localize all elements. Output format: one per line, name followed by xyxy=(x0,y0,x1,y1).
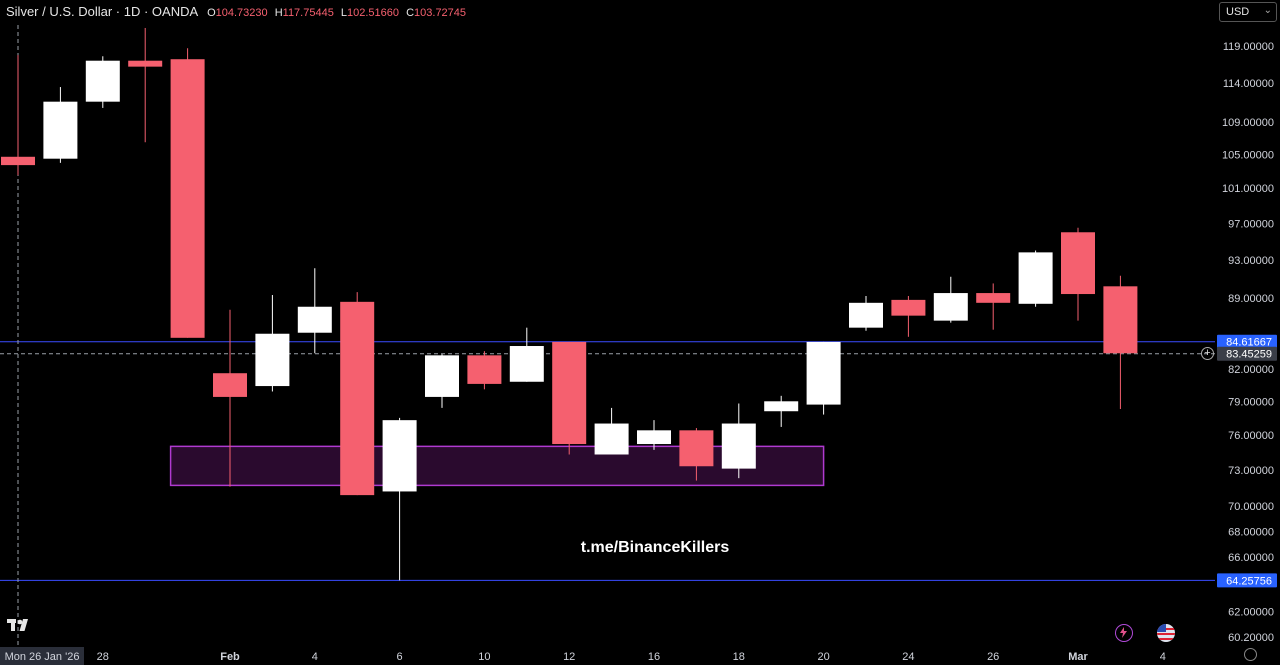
open-label: O xyxy=(207,7,216,19)
price-tick-label: 70.00000 xyxy=(1228,501,1274,513)
price-tick-label: 119.00000 xyxy=(1223,41,1274,53)
current-price-badge-bg xyxy=(1217,346,1277,361)
time-tick-label: Mon 26 Jan '26 xyxy=(5,651,80,663)
price-tick-label: 101.00000 xyxy=(1222,183,1274,195)
time-tick-label: 18 xyxy=(733,651,745,663)
high-label: H xyxy=(274,7,283,19)
time-tick-label: 12 xyxy=(563,651,575,663)
candle-body xyxy=(1,156,35,166)
price-tick-label: 82.00000 xyxy=(1228,364,1274,376)
candle-body xyxy=(85,60,120,102)
candle-body xyxy=(976,293,1011,303)
time-tick-label: 26 xyxy=(987,651,999,663)
candle-body xyxy=(467,355,502,384)
time-tick-label: 10 xyxy=(478,651,490,663)
time-tick-label: 20 xyxy=(817,651,829,663)
current-price-badge: 83.45259 xyxy=(1226,349,1272,361)
time-tick-label: Mar xyxy=(1068,651,1088,663)
close-value: 103.72745 xyxy=(414,7,467,19)
tradingview-logo[interactable] xyxy=(7,617,33,638)
demand-zone-layer xyxy=(169,445,825,487)
price-tick-label: 68.00000 xyxy=(1228,526,1274,538)
candle-body xyxy=(43,101,78,159)
time-tick-label: 4 xyxy=(312,651,318,663)
price-axis[interactable]: 119.00000 114.00000 109.00000 105.00000 101.… xyxy=(1217,41,1277,644)
price-tick-label: 73.00000 xyxy=(1228,465,1274,477)
price-tick-label: 109.00000 xyxy=(1222,117,1274,129)
time-tick-label: 16 xyxy=(648,651,660,663)
candle-body xyxy=(128,60,163,67)
price-lines-layer xyxy=(0,25,1215,650)
candle-body xyxy=(849,302,883,328)
candle-body xyxy=(382,420,417,492)
currency-label: USD xyxy=(1226,6,1250,18)
chart-header: Silver / U.S. Dollar · 1D · OANDA O104.7… xyxy=(6,4,470,19)
price-tick-label: 76.00000 xyxy=(1228,430,1274,442)
candle-body xyxy=(425,355,459,397)
price-tick-label: 62.00000 xyxy=(1228,606,1274,618)
price-tick-label: 89.00000 xyxy=(1228,293,1274,305)
candle-body xyxy=(1061,232,1095,295)
chevron-down-icon: ⌄ xyxy=(1263,5,1272,16)
time-tick-label: 28 xyxy=(97,651,109,663)
candle-body xyxy=(1103,286,1138,354)
price-tick-label: 66.00000 xyxy=(1228,552,1274,564)
price-badge: 64.25756 xyxy=(1226,575,1272,587)
candle-body xyxy=(764,401,799,412)
price-badge-bg xyxy=(1217,334,1277,349)
lightning-icon[interactable] xyxy=(1115,624,1133,642)
price-tick-label: 97.00000 xyxy=(1228,218,1274,230)
price-badge: 84.61667 xyxy=(1226,337,1272,349)
time-tick-label: 6 xyxy=(397,651,403,663)
price-tick-label: 105.00000 xyxy=(1222,150,1274,162)
candle-body xyxy=(509,346,544,382)
candle-body xyxy=(213,373,247,397)
crosshair-date-badge xyxy=(0,647,84,665)
candle-body xyxy=(170,59,205,338)
price-badge-bg xyxy=(1217,573,1277,588)
low-label: L xyxy=(340,7,348,19)
time-axis[interactable]: Mon 26 Jan '26 28 Feb 4 6 10 12 16 18 20 24 26 Mar 4 xyxy=(0,647,1166,665)
us-flag-icon[interactable] xyxy=(1157,624,1175,642)
watermark-text: t.me/BinanceKillers xyxy=(581,539,730,556)
open-value: 104.73230 xyxy=(215,7,268,19)
currency-selector[interactable]: USD ⌄ xyxy=(1219,2,1277,22)
candle-body xyxy=(933,293,968,321)
candle-body xyxy=(255,333,290,387)
price-tick-label: 60.20000 xyxy=(1228,632,1274,644)
low-value: 102.51660 xyxy=(347,7,400,19)
time-tick-label: Feb xyxy=(220,651,240,663)
price-tick-label: 79.00000 xyxy=(1228,396,1274,408)
price-tick-label: 114.00000 xyxy=(1223,78,1274,90)
demand-zone xyxy=(169,445,825,487)
candle-body xyxy=(552,341,587,445)
candle-body xyxy=(1018,252,1053,304)
candles-layer xyxy=(1,27,1138,581)
symbol-title[interactable]: Silver / U.S. Dollar · 1D · OANDA xyxy=(6,4,198,19)
candle-body xyxy=(891,299,926,316)
candle-body xyxy=(806,341,841,405)
candle-body xyxy=(637,430,671,445)
candle-body xyxy=(594,423,629,455)
candle-body xyxy=(679,430,714,467)
time-tick-label: 4 xyxy=(1160,651,1166,663)
plus-circle-icon[interactable]: + xyxy=(1201,347,1214,360)
candle-body xyxy=(297,306,332,333)
high-value: 117.75445 xyxy=(282,7,334,19)
price-tick-label: 93.00000 xyxy=(1228,255,1274,267)
candle-body xyxy=(340,301,375,496)
settings-icon[interactable] xyxy=(1244,648,1257,661)
candle-body xyxy=(721,423,756,469)
close-label: C xyxy=(406,7,415,19)
time-tick-label: 24 xyxy=(902,651,914,663)
ohlc-readout: O104.73230 H117.75445 L102.51660 C103.72… xyxy=(207,7,470,19)
